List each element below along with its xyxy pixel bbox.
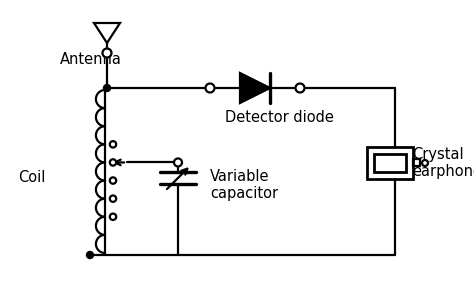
Circle shape [206, 84, 215, 93]
Circle shape [110, 177, 116, 184]
Bar [367, 147, 413, 179]
Circle shape [110, 141, 116, 148]
Bar [374, 154, 406, 172]
Circle shape [295, 84, 304, 93]
Text: Variable
capacitor: Variable capacitor [210, 169, 278, 201]
Circle shape [86, 251, 93, 258]
Circle shape [102, 49, 111, 57]
Circle shape [110, 214, 116, 220]
Polygon shape [240, 73, 270, 103]
Circle shape [110, 159, 116, 166]
Text: Detector diode: Detector diode [225, 110, 334, 125]
Circle shape [103, 84, 110, 91]
Text: Antenna: Antenna [60, 52, 122, 67]
Circle shape [174, 159, 182, 166]
Text: Coil: Coil [18, 171, 46, 185]
Bar [413, 159, 420, 166]
Text: Crystal
earphone: Crystal earphone [412, 147, 474, 179]
Circle shape [110, 195, 116, 202]
